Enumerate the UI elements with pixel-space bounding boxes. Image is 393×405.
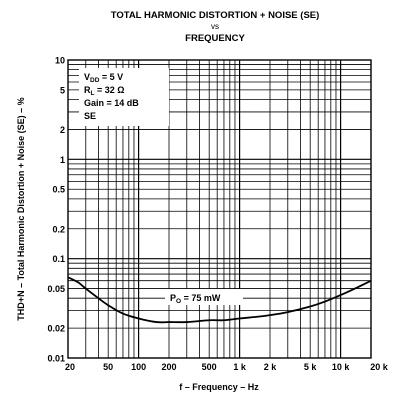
x-axis-label: f – Frequency – Hz xyxy=(179,382,259,392)
x-tick-label: 20 k xyxy=(370,362,389,372)
x-tick-label: 2 k xyxy=(264,362,278,372)
y-tick-label: 0.02 xyxy=(47,324,65,334)
x-tick-label: 10 k xyxy=(332,362,351,372)
x-tick-label: 1 k xyxy=(233,362,247,372)
y-tick-labels: 10 5 2 1 0.5 0.2 0.1 0.05 0.02 0.01 xyxy=(47,56,65,364)
x-tick-label: 5 k xyxy=(304,362,318,372)
y-tick-label: 0.1 xyxy=(52,254,65,264)
y-tick-label: 5 xyxy=(60,85,65,95)
y-tick-label: 2 xyxy=(60,125,65,135)
y-tick-label: 0.5 xyxy=(52,185,65,195)
chart-title-line3: FREQUENCY xyxy=(185,33,245,44)
x-tick-label: 100 xyxy=(131,362,146,372)
plot-frame xyxy=(67,59,372,359)
condition-line: Gain = 14 dB xyxy=(84,98,139,108)
chart-title-line2: vs xyxy=(211,22,219,31)
y-tick-label: 0.2 xyxy=(52,224,65,234)
x-tick-label: 20 xyxy=(65,362,75,372)
y-tick-label: 0.05 xyxy=(47,284,65,294)
condition-line: SE xyxy=(84,111,96,121)
series-label-bg xyxy=(165,289,243,305)
y-tick-label: 0.01 xyxy=(47,354,65,364)
x-tick-label: 500 xyxy=(202,362,217,372)
y-axis-label: THD+N – Total Harmonic Distortion + Nois… xyxy=(16,97,26,320)
x-tick-label: 50 xyxy=(103,362,113,372)
chart-title-line1: TOTAL HARMONIC DISTORTION + NOISE (SE) xyxy=(111,10,320,21)
conditions-box xyxy=(79,68,169,126)
series-line-po-75mw xyxy=(67,276,372,324)
condition-line: RL = 32 Ω xyxy=(84,85,124,97)
x-tick-label: 200 xyxy=(161,362,176,372)
y-tick-label: 10 xyxy=(55,56,65,66)
series-label-po-75mw: PO = 75 mW xyxy=(170,293,221,305)
x-tick-labels: 20 50 100 200 500 1 k 2 k 5 k 10 k 20 k xyxy=(65,362,389,372)
y-tick-label: 1 xyxy=(60,155,65,165)
condition-line: VDD = 5 V xyxy=(84,72,123,84)
